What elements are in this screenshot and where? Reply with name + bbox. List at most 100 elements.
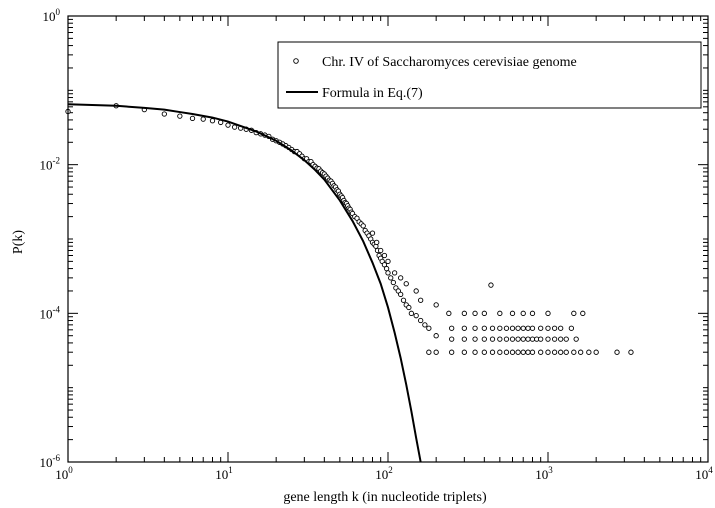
- data-point: [497, 336, 503, 342]
- data-point: [509, 325, 516, 331]
- data-point: [503, 336, 510, 342]
- data-point: [433, 349, 439, 355]
- data-point: [422, 322, 428, 328]
- data-point: [571, 349, 577, 355]
- data-point: [515, 349, 521, 355]
- x-tick-label: 102: [375, 465, 393, 482]
- y-tick-label: 10-2: [40, 156, 61, 173]
- data-point: [497, 349, 503, 355]
- data-point: [563, 336, 569, 342]
- data-point: [461, 336, 467, 342]
- plot-frame: [67, 15, 709, 463]
- data-point: [449, 336, 455, 342]
- data-point: [509, 336, 516, 342]
- x-tick-label: 103: [535, 465, 553, 482]
- formula-line: [67, 103, 422, 463]
- data-point: [520, 336, 526, 342]
- data-point: [413, 288, 419, 294]
- data-point: [520, 325, 526, 331]
- data-point: [472, 325, 478, 331]
- data-point: [497, 325, 503, 331]
- data-point: [385, 258, 391, 265]
- data-point: [529, 325, 536, 331]
- data-point: [189, 115, 196, 121]
- data-point: [385, 270, 391, 276]
- legend-label-scatter: Chr. IV of Saccharomyces cerevisiae geno…: [322, 55, 577, 70]
- data-point: [381, 252, 388, 259]
- data-point: [529, 336, 536, 342]
- data-point: [488, 282, 494, 288]
- y-tick-label: 10-4: [40, 304, 61, 321]
- data-point: [200, 116, 206, 122]
- data-point: [481, 310, 487, 316]
- data-point: [461, 325, 467, 331]
- data-point: [586, 349, 592, 355]
- data-point: [515, 325, 521, 331]
- data-point: [538, 349, 544, 355]
- x-tick-label: 101: [215, 465, 233, 482]
- data-point: [489, 349, 496, 355]
- data-point: [461, 310, 467, 316]
- y-tick-label: 10-6: [40, 453, 61, 470]
- data-point: [400, 297, 407, 303]
- data-point: [381, 262, 388, 268]
- data-point: [472, 336, 478, 342]
- data-point: [520, 310, 526, 316]
- data-point: [390, 279, 396, 286]
- data-point: [449, 325, 455, 331]
- data-point: [374, 239, 380, 246]
- data-point: [545, 310, 551, 316]
- data-point: [529, 310, 536, 316]
- data-point: [433, 333, 439, 339]
- data-point: [538, 336, 544, 342]
- data-point: [426, 325, 432, 331]
- data-point: [545, 349, 551, 355]
- data-point: [573, 336, 579, 342]
- data-point: [558, 336, 564, 342]
- data-point: [614, 349, 620, 355]
- data-point: [525, 336, 531, 342]
- data-point: [509, 310, 516, 316]
- data-point: [571, 310, 577, 316]
- data-point: [403, 281, 409, 287]
- data-point: [231, 124, 238, 130]
- data-point: [391, 270, 398, 276]
- legend: Chr. IV of Saccharomyces cerevisiae geno…: [277, 41, 702, 109]
- data-point: [578, 349, 584, 355]
- data-point: [481, 325, 487, 331]
- data-point: [418, 317, 424, 324]
- data-point: [161, 111, 167, 117]
- data-point: [461, 349, 467, 355]
- data-point: [558, 325, 564, 331]
- data-point: [481, 336, 487, 342]
- data-point: [433, 302, 439, 308]
- legend-marker-scatter: [293, 58, 299, 64]
- data-point: [383, 265, 390, 272]
- data-point: [472, 310, 478, 316]
- y-tick-label: 100: [43, 7, 61, 24]
- data-point: [538, 325, 544, 331]
- data-point: [593, 349, 599, 355]
- data-point: [481, 349, 487, 355]
- data-point: [418, 297, 424, 303]
- data-point: [563, 349, 569, 355]
- data-point: [545, 325, 551, 331]
- data-point: [503, 349, 510, 355]
- y-axis-label: P(k): [11, 230, 26, 254]
- tick-labels: 100 101 102 103 104 100 10-2 10-4 10-6: [40, 7, 714, 482]
- data-point: [580, 310, 586, 316]
- data-point: [525, 349, 531, 355]
- data-point: [360, 223, 366, 229]
- scatter-series: [65, 103, 634, 355]
- x-tick-label: 104: [695, 465, 713, 482]
- x-axis-label: gene length k (in nucleotide triplets): [283, 490, 487, 505]
- data-point: [408, 310, 415, 316]
- data-point: [378, 247, 384, 254]
- data-point: [406, 304, 412, 311]
- legend-label-line: Formula in Eq.(7): [322, 86, 423, 101]
- data-point: [509, 349, 516, 355]
- data-point: [426, 349, 432, 355]
- data-point: [472, 349, 478, 355]
- data-point: [551, 336, 558, 342]
- data-point: [503, 325, 510, 331]
